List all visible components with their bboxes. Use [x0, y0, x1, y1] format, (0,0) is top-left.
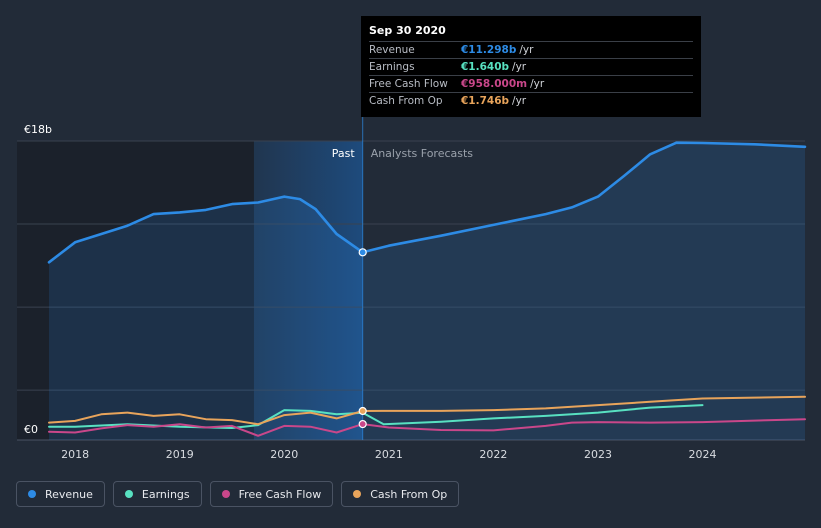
data-point-marker: [358, 248, 367, 257]
tooltip-row-unit: /yr: [519, 44, 534, 56]
x-tick-label: 2021: [375, 448, 403, 461]
tooltip-row-unit: /yr: [530, 78, 545, 90]
tooltip-row-value: €958.000m: [461, 78, 528, 90]
fcf-line: [48, 418, 806, 437]
tooltip-row: Earnings €1.640b/yr: [369, 58, 693, 75]
cfo-line: [48, 395, 806, 426]
legend-dot-icon: [221, 490, 230, 498]
legend-dot-icon: [353, 490, 362, 498]
x-tick-label: 2018: [61, 448, 89, 461]
legend-item-free-cash-flow[interactable]: Free Cash Flow: [209, 481, 334, 507]
tooltip-row-value: €11.298b: [461, 44, 517, 56]
x-tick-label: 2020: [270, 448, 298, 461]
tooltip-date: Sep 30 2020: [369, 24, 446, 37]
tooltip-row: Cash From Op €1.746b/yr: [369, 92, 693, 109]
tooltip: Sep 30 2020 Revenue €11.298b/yr Earnings €1…: [361, 16, 701, 117]
legend-dot-icon: [28, 490, 36, 498]
forecast-label: Analysts Forecasts: [371, 147, 474, 160]
y-axis-min-label: €0: [24, 423, 38, 436]
legend-item-earnings[interactable]: Earnings: [112, 481, 202, 507]
x-tick-label: 2019: [166, 448, 194, 461]
data-point-marker: [358, 406, 367, 416]
legend-dot-icon: [124, 490, 133, 498]
tooltip-row-value: €1.746b: [461, 95, 510, 107]
legend-label: Cash From Op: [370, 487, 448, 501]
legend-label: Revenue: [45, 487, 93, 501]
y-axis-max-label: €18b: [24, 123, 52, 136]
x-tick-label: 2024: [689, 448, 717, 461]
data-point-marker: [358, 419, 367, 429]
tooltip-row-label: Revenue: [369, 44, 415, 56]
revenue-area: [49, 142, 805, 440]
tooltip-row: Free Cash Flow €958.000m/yr: [369, 75, 693, 92]
x-tick-label: 2022: [479, 448, 507, 461]
legend-item-revenue[interactable]: Revenue: [16, 481, 105, 507]
tooltip-row-label: Cash From Op: [369, 95, 443, 107]
legend-label: Free Cash Flow: [238, 487, 322, 501]
tooltip-row: Revenue €11.298b/yr: [369, 41, 693, 58]
x-tick-label: 2023: [584, 448, 612, 461]
tooltip-row-value: €1.640b: [461, 61, 510, 73]
tooltip-row-unit: /yr: [512, 95, 527, 107]
tooltip-row-label: Earnings: [369, 61, 415, 73]
tooltip-row-label: Free Cash Flow: [369, 78, 448, 90]
tooltip-row-unit: /yr: [512, 61, 527, 73]
past-label: Past: [332, 147, 356, 160]
revenue-line: [47, 141, 807, 264]
legend-item-cash-from-op[interactable]: Cash From Op: [341, 481, 460, 507]
legend: Revenue Earnings Free Cash Flow Cash From O…: [16, 481, 460, 507]
legend-label: Earnings: [141, 487, 190, 501]
